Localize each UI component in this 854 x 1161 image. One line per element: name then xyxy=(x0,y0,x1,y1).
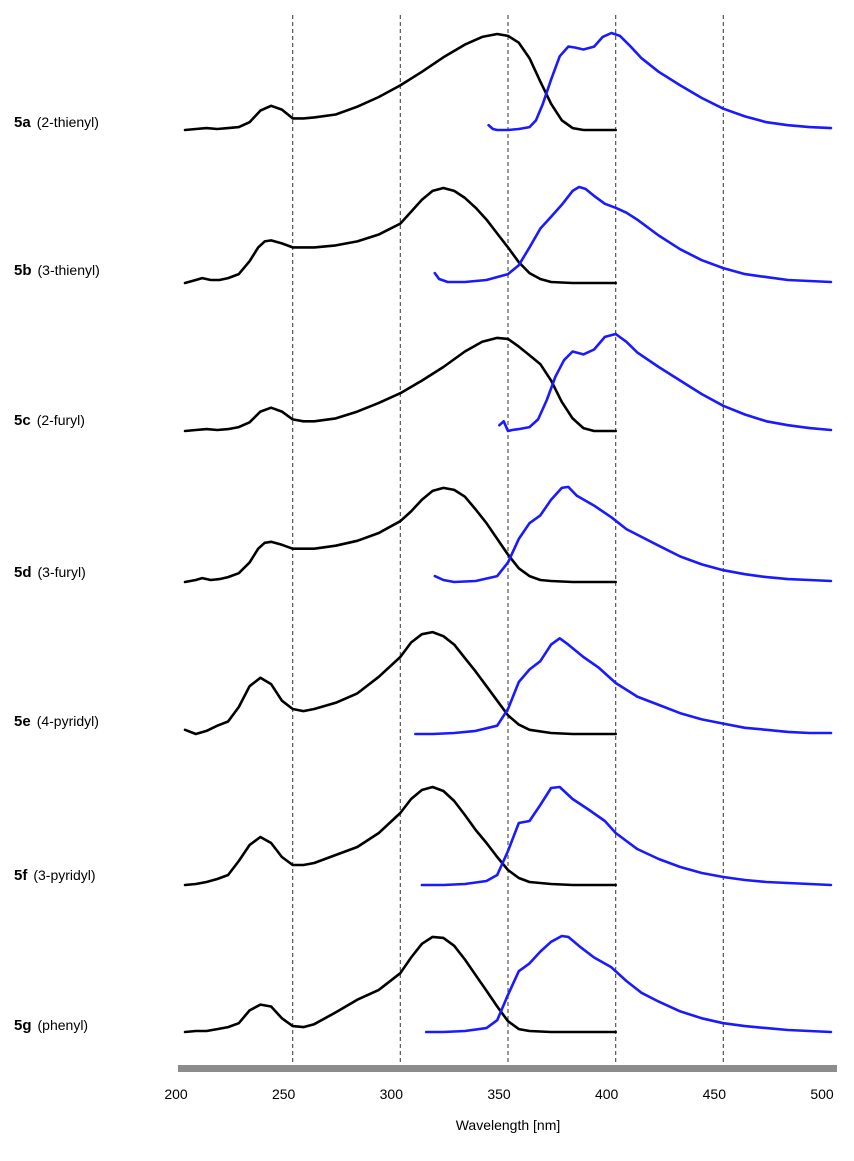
compound-substituent: (3-thienyl) xyxy=(38,262,100,278)
absorption-curve-5b xyxy=(183,186,617,285)
absorption-curve-5f xyxy=(183,785,617,887)
compound-substituent: (2-furyl) xyxy=(37,412,85,428)
x-tick-label-250: 250 xyxy=(272,1086,296,1102)
compound-substituent: (3-pyridyl) xyxy=(33,867,95,883)
x-tick-labels: 200 250 300 350 400 450 500 xyxy=(164,1086,834,1102)
spectra-curves xyxy=(183,31,833,1034)
x-tick-label-200: 200 xyxy=(164,1086,188,1102)
compound-substituent: (3-furyl) xyxy=(38,564,86,580)
emission-curve-5e xyxy=(414,637,833,736)
absorption-curve-5g xyxy=(183,935,617,1034)
absorption-curve-5d xyxy=(183,486,617,584)
x-tick-label-350: 350 xyxy=(487,1086,511,1102)
emission-curve-5d xyxy=(433,485,833,584)
compound-labels: 5a (2-thienyl) 5b (3-thienyl) 5c (2-furyl) 5d (… xyxy=(14,114,100,1034)
compound-id: 5e xyxy=(14,713,31,730)
compound-id: 5d xyxy=(14,564,32,581)
compound-label-5g: 5g (phenyl) xyxy=(14,1017,88,1034)
emission-curve-5b xyxy=(433,185,833,284)
x-tick-label-300: 300 xyxy=(380,1086,404,1102)
absorption-curve-5a xyxy=(183,32,617,132)
compound-label-5e: 5e (4-pyridyl) xyxy=(14,713,99,730)
compound-id: 5a xyxy=(14,114,31,131)
compound-label-5b: 5b (3-thienyl) xyxy=(14,262,100,279)
compound-id: 5g xyxy=(14,1017,32,1034)
compound-label-5f: 5f (3-pyridyl) xyxy=(14,867,96,884)
compound-label-5c: 5c (2-furyl) xyxy=(14,412,85,429)
emission-curve-5c xyxy=(498,332,833,433)
compound-label-5d: 5d (3-furyl) xyxy=(14,564,86,581)
emission-curve-5a xyxy=(487,31,833,132)
x-tick-label-400: 400 xyxy=(595,1086,619,1102)
absorption-curve-5c xyxy=(183,336,617,433)
emission-curve-5f xyxy=(420,785,833,887)
compound-id: 5f xyxy=(14,867,28,884)
emission-curve-5g xyxy=(424,934,833,1034)
compound-substituent: (4-pyridyl) xyxy=(37,713,99,729)
x-tick-label-450: 450 xyxy=(703,1086,727,1102)
x-axis-bar xyxy=(178,1065,837,1072)
compound-label-5a: 5a (2-thienyl) xyxy=(14,114,99,131)
x-tick-label-500: 500 xyxy=(810,1086,834,1102)
compound-substituent: (2-thienyl) xyxy=(37,114,99,130)
compound-substituent: (phenyl) xyxy=(38,1017,89,1033)
x-axis-label: Wavelength [nm] xyxy=(456,1117,561,1133)
compound-id: 5b xyxy=(14,262,32,279)
compound-id: 5c xyxy=(14,412,31,429)
